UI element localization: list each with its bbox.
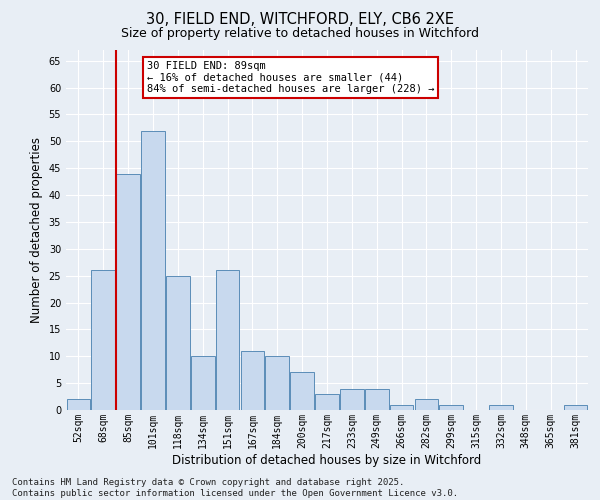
Bar xyxy=(216,270,239,410)
Text: Size of property relative to detached houses in Witchford: Size of property relative to detached ho… xyxy=(121,28,479,40)
Bar xyxy=(564,404,587,410)
Bar xyxy=(439,404,463,410)
Bar xyxy=(365,388,389,410)
Bar xyxy=(141,130,165,410)
Bar xyxy=(191,356,215,410)
Bar xyxy=(67,400,90,410)
Bar xyxy=(116,174,140,410)
Bar xyxy=(265,356,289,410)
Bar xyxy=(166,276,190,410)
Bar xyxy=(390,404,413,410)
Y-axis label: Number of detached properties: Number of detached properties xyxy=(30,137,43,323)
Bar xyxy=(241,351,264,410)
Bar xyxy=(415,400,438,410)
Bar xyxy=(290,372,314,410)
X-axis label: Distribution of detached houses by size in Witchford: Distribution of detached houses by size … xyxy=(172,454,482,466)
Bar xyxy=(315,394,339,410)
Bar xyxy=(91,270,115,410)
Bar xyxy=(489,404,513,410)
Text: 30, FIELD END, WITCHFORD, ELY, CB6 2XE: 30, FIELD END, WITCHFORD, ELY, CB6 2XE xyxy=(146,12,454,28)
Text: Contains HM Land Registry data © Crown copyright and database right 2025.
Contai: Contains HM Land Registry data © Crown c… xyxy=(12,478,458,498)
Text: 30 FIELD END: 89sqm
← 16% of detached houses are smaller (44)
84% of semi-detach: 30 FIELD END: 89sqm ← 16% of detached ho… xyxy=(147,61,434,94)
Bar xyxy=(340,388,364,410)
